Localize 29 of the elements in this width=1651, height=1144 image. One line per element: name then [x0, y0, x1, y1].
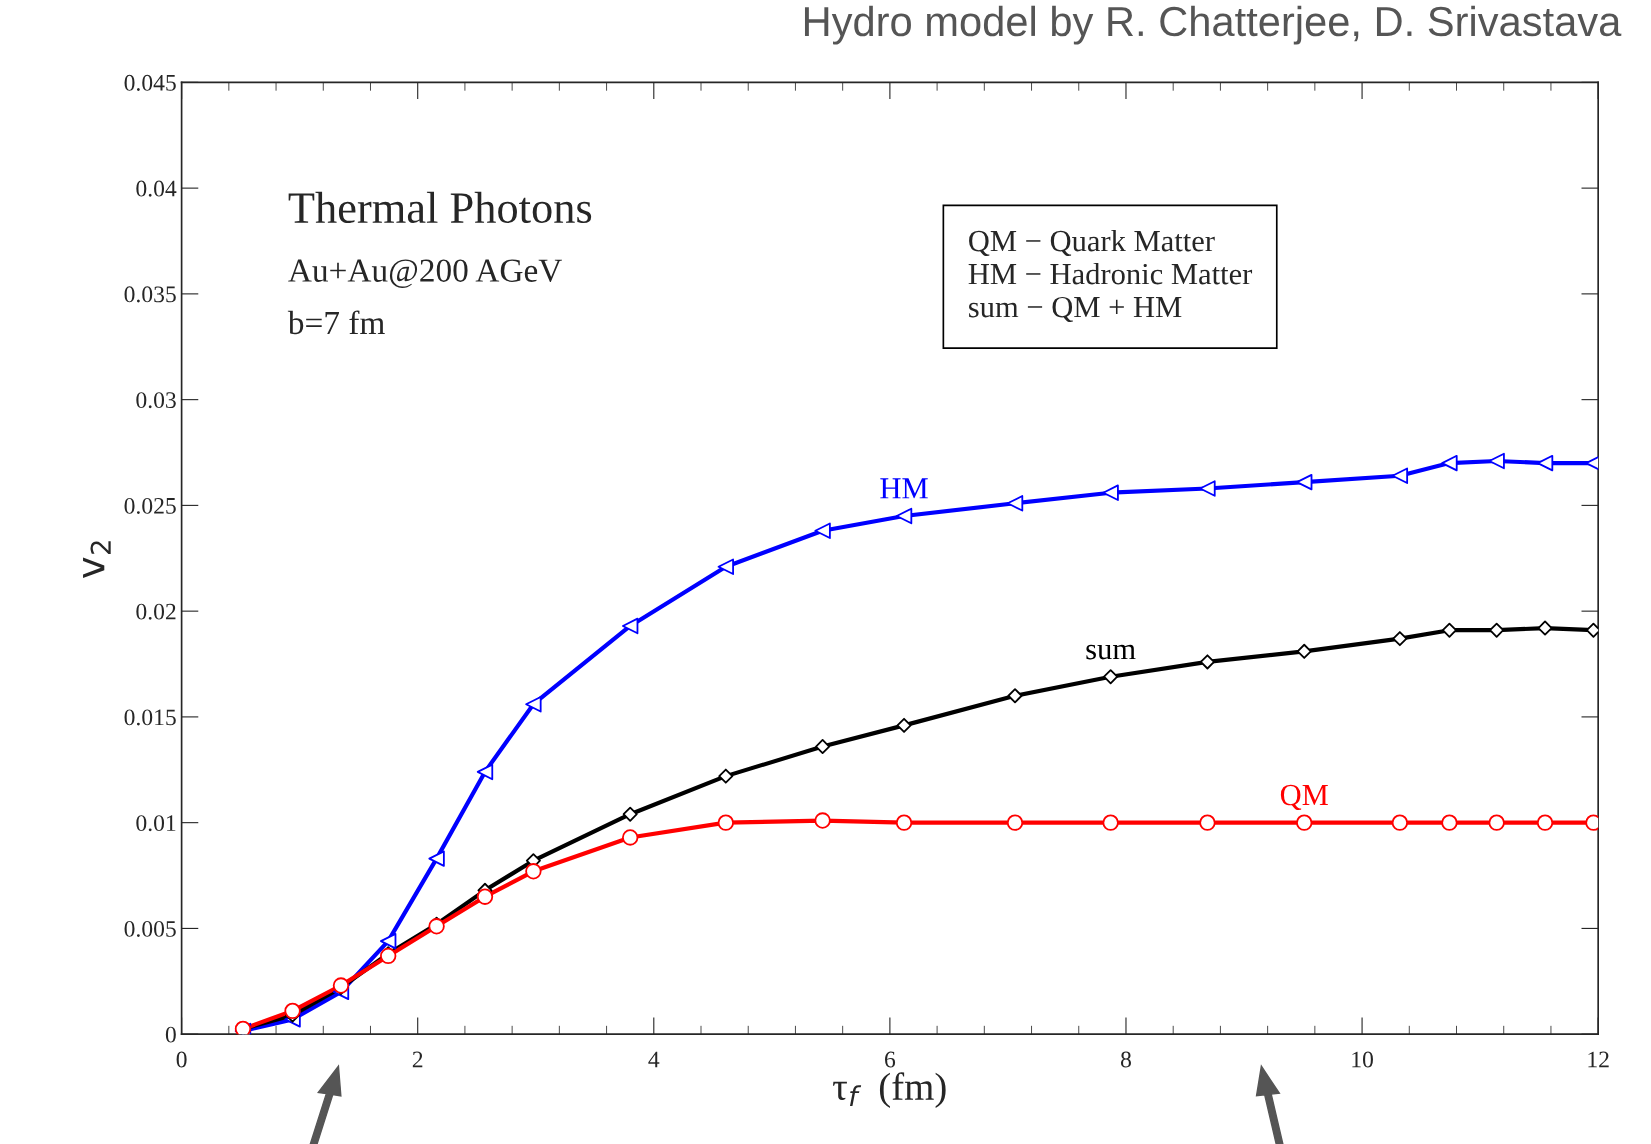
series-label: HM [880, 478, 928, 499]
x-tick-label: 4 [648, 1051, 660, 1068]
y-tick-label: 0 [165, 1026, 176, 1043]
x-tick-label: 8 [1120, 1051, 1131, 1068]
y-tick-label: 0.005 [124, 920, 176, 937]
series-label: sum [1086, 644, 1136, 660]
y-tick-label: 0.01 [136, 815, 176, 832]
y-tick-label: 0.035 [124, 286, 176, 303]
series-label: QM [1280, 784, 1328, 810]
annotation: b=7 fm [287, 310, 385, 335]
y-axis-title: v$_{2}$ [83, 541, 111, 579]
x-tick-label: 6 [885, 1051, 896, 1068]
x-tick-label: 10 [1352, 1051, 1373, 1068]
y-tick-label: 0.045 [124, 74, 176, 91]
annotation: QM − Quark Matter [969, 229, 1215, 257]
annotation: HM − Hadronic Matter [968, 262, 1253, 285]
annotation: sum − QM + HM [969, 296, 1182, 323]
y-tick-label: 0.015 [124, 709, 176, 726]
x-tick-label: 0 [176, 1051, 187, 1068]
y-tick-label: 0.03 [136, 392, 176, 409]
y-tick-label: 0.04 [136, 180, 177, 197]
x-tick-label: 2 [412, 1051, 423, 1068]
x-tick-label: 12 [1588, 1051, 1609, 1068]
chart-title: Hydro model by R. Chatterjee, D. Srivastava [804, 5, 1622, 45]
x-axis-title: τ$_{f}$ (fm) [833, 1072, 946, 1108]
annotation: Au+Au@200 AGeV [288, 259, 562, 288]
annotation: Thermal Photons [288, 191, 592, 224]
y-tick-label: 0.02 [136, 603, 176, 620]
y-tick-label: 0.025 [124, 497, 176, 514]
